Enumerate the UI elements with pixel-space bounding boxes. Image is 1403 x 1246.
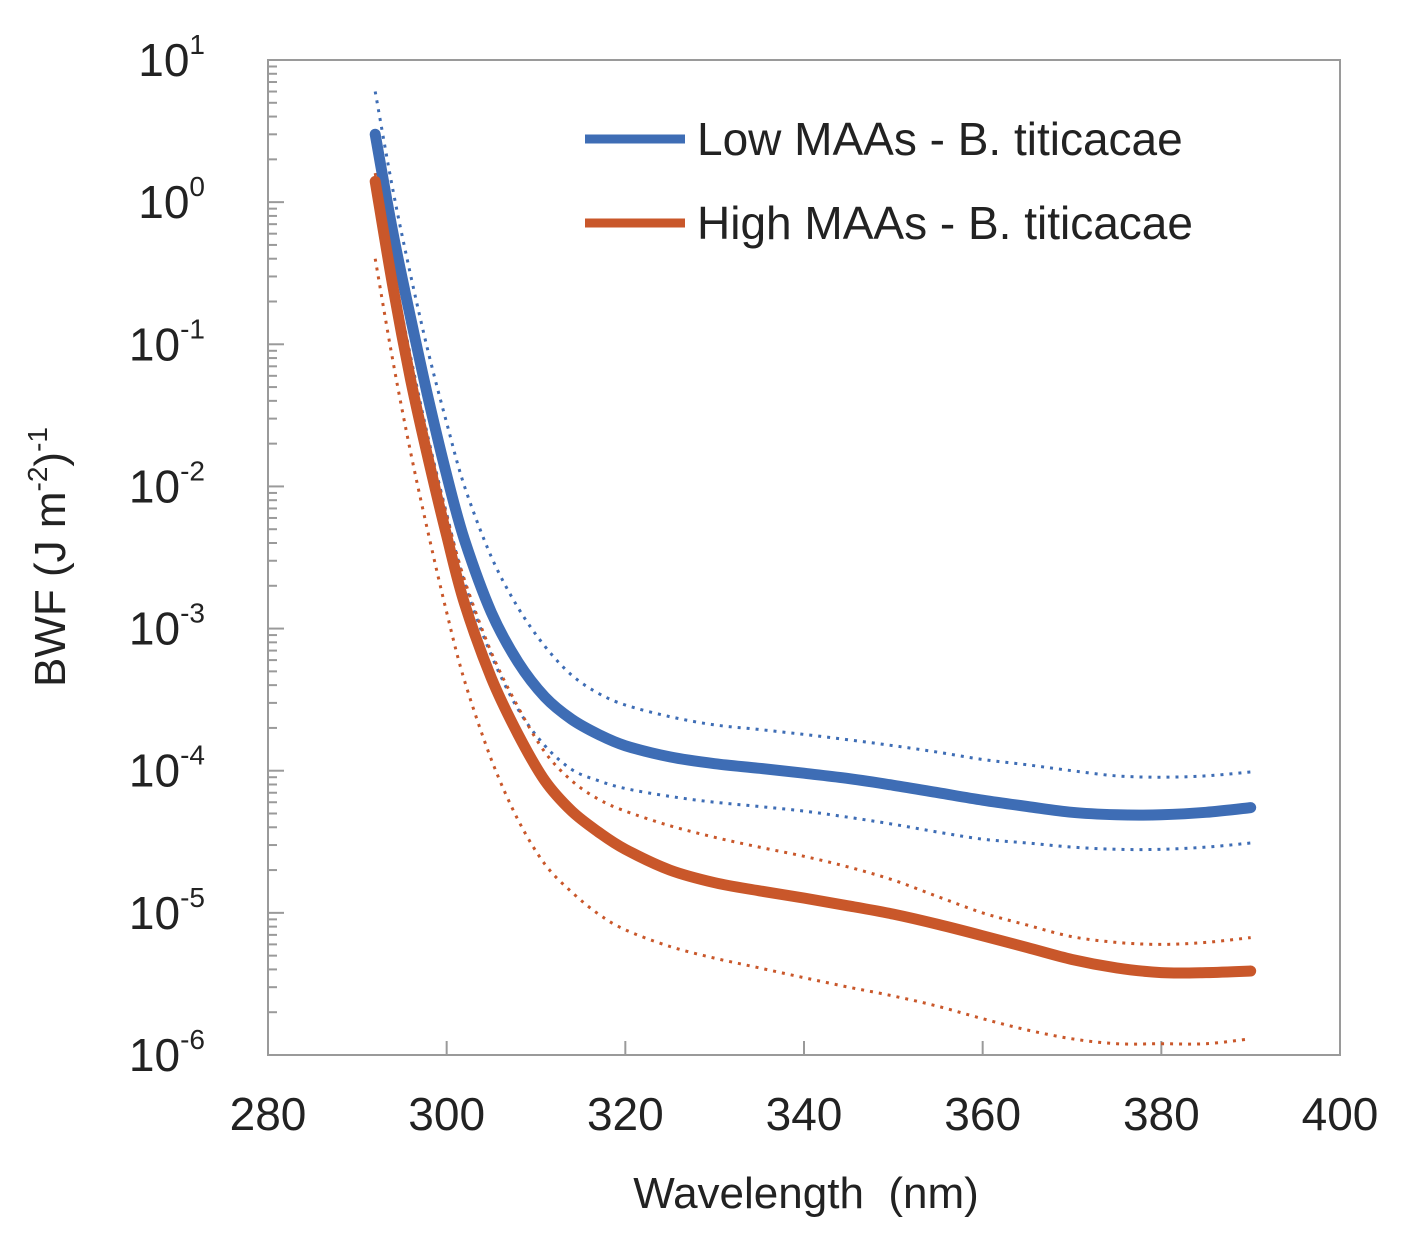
x-tick-label: 380 xyxy=(1123,1088,1200,1140)
x-tick-label: 340 xyxy=(766,1088,843,1140)
x-tick-label: 280 xyxy=(230,1088,307,1140)
y-tick-label-base: 10 xyxy=(129,887,180,939)
y-tick-label: 10-2 xyxy=(129,455,205,512)
series-layer xyxy=(369,91,1257,1046)
series-line-high-maas-b-titicacae xyxy=(369,175,1257,979)
x-tick-label: 300 xyxy=(408,1088,485,1140)
y-tick-label: 10-5 xyxy=(129,882,205,939)
x-tick-label: 320 xyxy=(587,1088,664,1140)
y-axis-label-sup1: -2 xyxy=(22,467,53,492)
y-tick-label: 10-3 xyxy=(129,598,205,655)
y-tick-label-exp: -5 xyxy=(180,882,205,913)
y-tick-label-base: 10 xyxy=(129,460,180,512)
y-tick-label: 10-6 xyxy=(129,1024,205,1081)
y-tick-label-base: 10 xyxy=(129,1029,180,1081)
y-tick-label-exp: 0 xyxy=(189,171,205,202)
y-tick-label: 10-4 xyxy=(129,740,205,797)
y-tick-label-base: 10 xyxy=(129,603,180,655)
legend: Low MAAs - B. titicacae High MAAs - B. t… xyxy=(585,113,1193,249)
y-tick-label-exp: -4 xyxy=(180,740,205,771)
y-tick-label-base: 10 xyxy=(129,745,180,797)
y-axis-label-sup2: -1 xyxy=(22,427,53,452)
y-tick-label-exp: 1 xyxy=(189,29,205,60)
y-tick-label-exp: -6 xyxy=(180,1024,205,1055)
y-tick-label-base: 10 xyxy=(129,318,180,370)
x-ticks: 280 300 320 340 360 380 400 xyxy=(230,1041,1379,1140)
y-tick-label-exp: -3 xyxy=(180,598,205,629)
x-tick-label: 360 xyxy=(944,1088,1021,1140)
y-tick-label: 10-1 xyxy=(129,313,205,370)
y-tick-label-exp: -1 xyxy=(180,313,205,344)
y-tick-label: 101 xyxy=(138,29,205,86)
y-tick-label-base: 10 xyxy=(138,176,189,228)
legend-label-low: Low MAAs - B. titicacae xyxy=(697,113,1183,165)
y-axis-label-main: BWF (J m xyxy=(26,491,75,687)
series-line-low-maas-b-titicacae xyxy=(369,128,1257,821)
y-tick-label-base: 10 xyxy=(138,34,189,86)
y-tick-label-exp: -2 xyxy=(180,455,205,486)
y-minor-ticks xyxy=(268,65,277,1014)
x-axis-label: Wavelength (nm) xyxy=(633,1169,979,1218)
series-line-low-maas-upper-bound xyxy=(373,91,1251,779)
series-line-high-maas-upper-bound xyxy=(373,172,1251,946)
x-tick-label: 400 xyxy=(1302,1088,1379,1140)
series-line-low-maas-lower-bound xyxy=(373,153,1251,852)
series-line-high-maas-lower-bound xyxy=(373,258,1251,1046)
y-tick-label: 100 xyxy=(138,171,205,228)
y-axis-label-mid: ) xyxy=(26,452,75,467)
legend-label-high: High MAAs - B. titicacae xyxy=(697,197,1193,249)
y-axis-label: BWF (J m-2)-1 xyxy=(22,427,75,687)
